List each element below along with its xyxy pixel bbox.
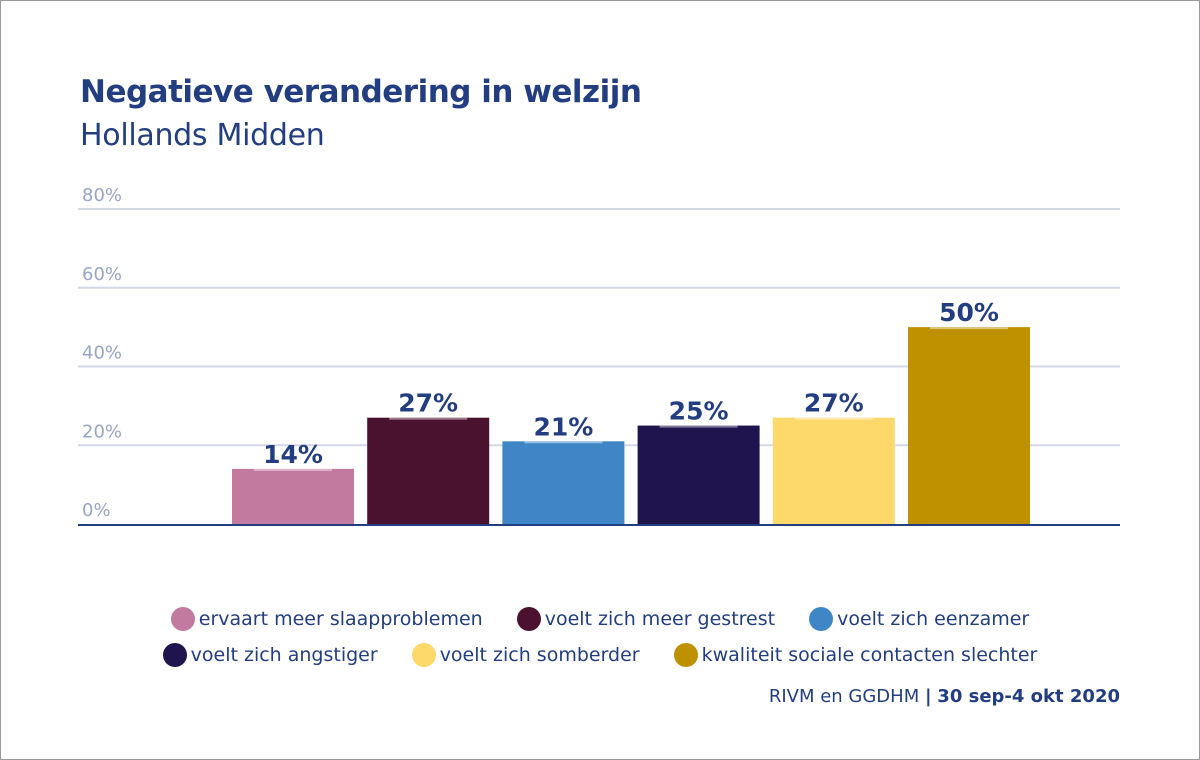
legend-label: voelt zich angstiger	[190, 644, 378, 666]
legend-label: voelt zich meer gestrest	[544, 608, 776, 630]
legend-swatch-icon	[516, 607, 541, 631]
bar-value-label: 27%	[804, 389, 864, 418]
bar-label-underline	[794, 417, 873, 420]
bar-label-underline	[930, 327, 1008, 330]
source-date: 30 sep-4 okt 2020	[937, 686, 1120, 707]
y-tick-label: 80%	[82, 185, 122, 206]
y-tick-label: 0%	[82, 500, 111, 521]
legend-swatch-icon	[673, 643, 698, 667]
legend-label: voelt zich eenzamer	[837, 608, 1030, 630]
legend-swatch-icon	[809, 607, 834, 631]
bar-value-label: 25%	[669, 397, 729, 426]
y-tick-label: 60%	[82, 264, 122, 285]
legend-row-2: voelt zich angstiger voelt zich somberde…	[0, 643, 1200, 667]
bar-label-underline	[254, 468, 332, 471]
legend-row-1: ervaart meer slaapproblemen voelt zich m…	[0, 607, 1200, 631]
legend-swatch-icon	[170, 607, 195, 631]
bar-value-label: 21%	[533, 412, 593, 441]
bar	[367, 417, 490, 524]
source-separator: |	[924, 686, 932, 707]
bar	[232, 468, 354, 524]
legend-item: voelt zich eenzamer	[809, 607, 1029, 631]
legend-item: kwaliteit sociale contacten slechter	[673, 643, 1038, 667]
chart-title: Negatieve verandering in welzijn	[80, 74, 642, 110]
bar-value-label: 14%	[263, 440, 323, 469]
bar-value-label: 50%	[939, 298, 999, 327]
legend-item: voelt zich meer gestrest	[516, 607, 776, 631]
y-axis-ticks: 0% 20% 40% 60% 80%	[82, 185, 122, 521]
bar-label-underline	[389, 417, 468, 420]
legend-label: kwaliteit sociale contacten slechter	[701, 644, 1038, 666]
legend-swatch-icon	[411, 643, 436, 667]
source-text: RIVM en GGDHM	[768, 686, 920, 707]
y-tick-label: 20%	[82, 421, 122, 442]
bar-value-label: 27%	[398, 389, 458, 418]
bar	[772, 417, 895, 524]
data-labels: 14% 27% 21% 25% 27% 50%	[263, 298, 999, 469]
source-note: RIVM en GGDHM | 30 sep-4 okt 2020	[769, 686, 1120, 707]
bar	[908, 327, 1030, 524]
y-tick-label: 40%	[82, 343, 122, 364]
bars	[232, 327, 1030, 524]
legend-label: ervaart meer slaapproblemen	[198, 608, 483, 630]
legend-swatch-icon	[162, 643, 187, 667]
legend-item: voelt zich angstiger	[162, 643, 378, 667]
bar-label-underline	[524, 441, 603, 444]
bar-label-underline	[659, 425, 738, 428]
bar	[502, 441, 625, 524]
legend-label: voelt zich somberder	[439, 644, 640, 666]
legend-item: ervaart meer slaapproblemen	[170, 607, 483, 631]
bar	[637, 425, 760, 524]
legend-item: voelt zich somberder	[411, 643, 640, 667]
chart-subtitle: Hollands Midden	[80, 118, 325, 153]
